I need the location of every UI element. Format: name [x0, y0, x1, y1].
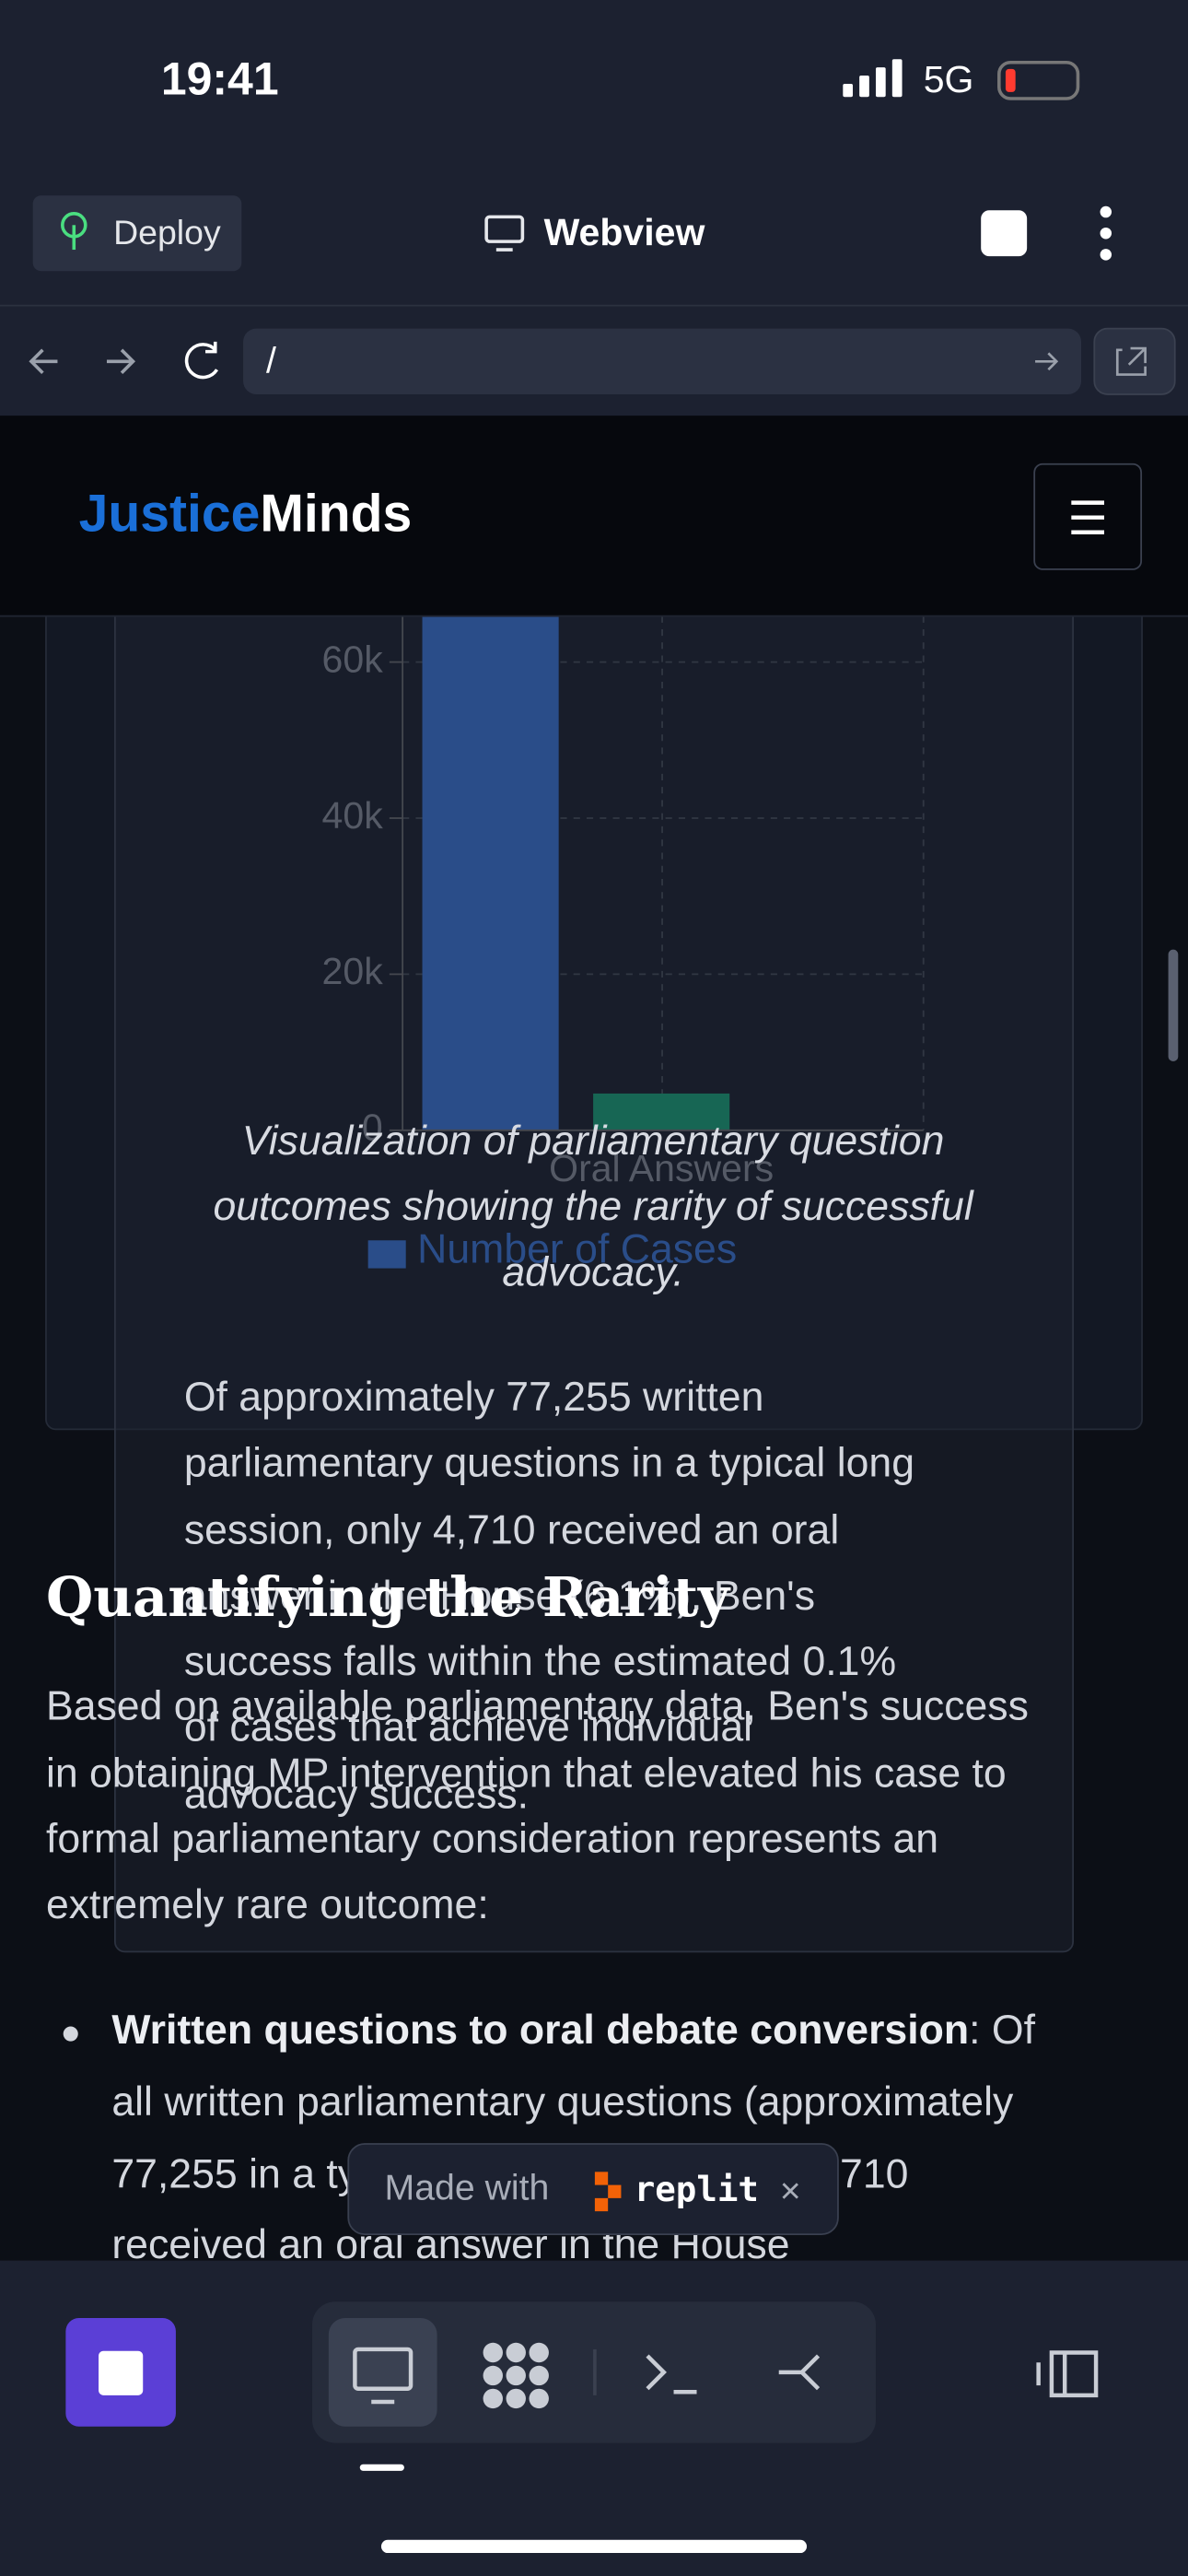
intro-line: formal parliamentary consideration repre… — [46, 1817, 938, 1862]
caption-line: advocacy. — [502, 1250, 683, 1295]
go-icon[interactable] — [1035, 352, 1059, 371]
bullet-line: all written parliamentary questions (app… — [111, 2079, 1014, 2125]
intro-line: Based on available parliamentary data, B… — [46, 1683, 1029, 1728]
scrollbar — [1168, 949, 1179, 1061]
badge-close[interactable]: × — [780, 2171, 801, 2211]
section-heading: Quantifying the Rarity — [46, 1565, 731, 1629]
clock: 19:41 — [161, 53, 279, 104]
bullet-first-line: Written questions to oral debate convers… — [111, 2008, 1035, 2053]
card-text-line: answer in the House (6.1%). Ben's — [184, 1574, 815, 1619]
bullet-text: : Of — [969, 2008, 1035, 2053]
caption-line: Visualization of parliamentary question — [242, 1118, 945, 1164]
monitor-icon — [353, 2347, 413, 2391]
card-text-line: Of approximately 77,255 written — [184, 1375, 764, 1420]
replit-badge[interactable]: Made with replit × — [347, 2143, 839, 2235]
apps-icon[interactable] — [483, 2342, 549, 2409]
badge-box[interactable] — [347, 2143, 839, 2235]
deploy-button[interactable] — [32, 195, 242, 272]
webview-tab[interactable] — [328, 2318, 437, 2427]
tabs-icon[interactable] — [981, 210, 1028, 257]
card-text-line: of cases that achieve individual — [184, 1704, 752, 1750]
more-icon[interactable] — [1100, 205, 1112, 261]
stop-icon — [99, 2350, 144, 2395]
card-text-line: advocacy success. — [184, 1773, 529, 1818]
shell-icon[interactable] — [646, 2354, 697, 2395]
signal-icon — [843, 59, 903, 98]
replit-logo — [594, 2172, 609, 2185]
card-text-line: session, only 4,710 received an oral — [184, 1507, 839, 1552]
caption-line: outcomes showing the rarity of successfu… — [213, 1184, 973, 1229]
intro-line: in obtaining MP intervention that elevat… — [46, 1751, 1007, 1796]
network: 5G — [924, 58, 974, 100]
bullet-dot — [63, 2026, 78, 2042]
intro-line: extremely rare outcome: — [46, 1882, 489, 1927]
replit-logo — [608, 2184, 622, 2198]
webview-icon — [484, 215, 525, 252]
panel-icon[interactable] — [1036, 2350, 1099, 2398]
battery-level — [1005, 68, 1016, 92]
card-text-line: success falls within the estimated 0.1% — [184, 1639, 896, 1684]
tab-indicator — [359, 2464, 404, 2471]
battery — [997, 60, 1080, 100]
replit-logo — [594, 2197, 609, 2212]
webview-label: Webview — [544, 211, 705, 253]
badge-prefix: Made with — [385, 2167, 550, 2207]
forward-icon[interactable] — [106, 348, 136, 375]
brand[interactable]: JusticeMinds — [79, 485, 413, 544]
deploy-label: Deploy — [113, 213, 221, 252]
home-indicator — [380, 2539, 808, 2554]
external-icon — [1115, 346, 1147, 376]
brand-part: Justice — [79, 485, 261, 544]
external-button[interactable] — [1093, 327, 1176, 395]
back-icon[interactable] — [29, 348, 58, 375]
git-icon[interactable] — [778, 2354, 821, 2391]
reload-icon[interactable] — [184, 341, 219, 380]
url-text: / — [266, 340, 276, 381]
deploy-icon — [61, 212, 87, 251]
url-input[interactable] — [243, 328, 1082, 394]
menu-icon — [1071, 500, 1105, 534]
bullet-bold: Written questions to oral debate convers… — [111, 2008, 969, 2053]
card-text-line: parliamentary questions in a typical lon… — [184, 1440, 914, 1485]
site-header — [0, 416, 1188, 616]
brand-part: Minds — [260, 485, 412, 544]
badge-brand: replit — [635, 2169, 759, 2209]
